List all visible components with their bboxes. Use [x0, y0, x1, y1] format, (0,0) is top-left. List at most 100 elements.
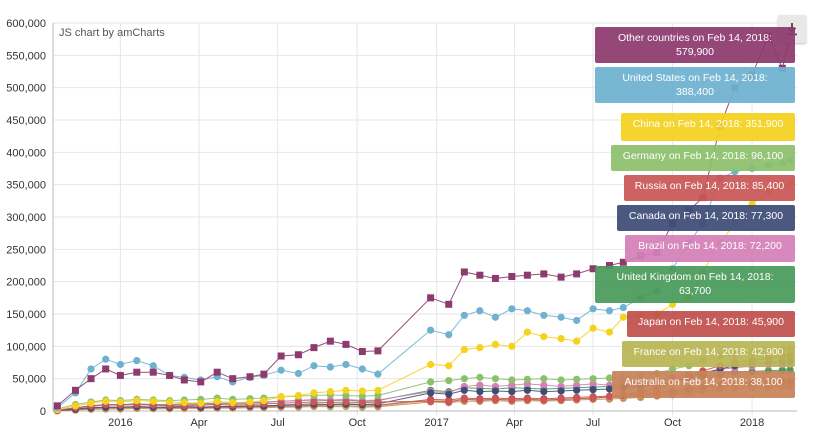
data-point-china[interactable] [427, 360, 435, 369]
data-point-canada[interactable] [557, 387, 565, 395]
data-point-china[interactable] [133, 397, 141, 405]
data-point-other-countries[interactable] [116, 371, 124, 379]
data-point-china[interactable] [260, 397, 268, 405]
data-point-russia[interactable] [557, 395, 565, 403]
data-point-other-countries[interactable] [460, 268, 468, 276]
data-point-other-countries[interactable] [149, 368, 157, 376]
data-point-canada[interactable] [445, 390, 453, 398]
data-point-other-countries[interactable] [310, 344, 318, 352]
data-point-other-countries[interactable] [342, 340, 350, 348]
data-point-united-states[interactable] [540, 311, 548, 319]
data-point-united-states[interactable] [491, 313, 500, 321]
data-point-china[interactable] [460, 345, 468, 354]
data-point-germany[interactable] [523, 375, 531, 383]
data-point-china[interactable] [294, 391, 303, 400]
data-point-canada[interactable] [573, 386, 581, 394]
data-point-canada[interactable] [523, 386, 531, 394]
data-point-russia[interactable] [540, 396, 548, 404]
data-point-russia[interactable] [460, 395, 468, 403]
data-point-china[interactable] [491, 340, 500, 348]
data-point-united-states[interactable] [589, 305, 597, 313]
data-point-germany[interactable] [557, 376, 565, 384]
data-point-other-countries[interactable] [557, 273, 565, 281]
data-point-china[interactable] [149, 397, 157, 405]
data-point-other-countries[interactable] [619, 258, 627, 266]
data-point-other-countries[interactable] [605, 262, 613, 269]
data-point-china[interactable] [213, 397, 221, 405]
data-point-other-countries[interactable] [589, 265, 597, 273]
data-point-germany[interactable] [427, 378, 435, 386]
data-point-germany[interactable] [342, 391, 350, 400]
data-point-united-states[interactable] [277, 366, 285, 374]
data-point-germany[interactable] [589, 375, 597, 383]
data-point-russia[interactable] [342, 398, 350, 406]
data-point-other-countries[interactable] [540, 270, 548, 278]
data-point-china[interactable] [277, 393, 285, 401]
data-point-china[interactable] [557, 334, 565, 343]
data-point-canada[interactable] [460, 386, 468, 394]
data-point-other-countries[interactable] [229, 375, 237, 383]
data-point-china[interactable] [180, 398, 188, 407]
data-point-germany[interactable] [491, 375, 500, 383]
data-point-other-countries[interactable] [197, 378, 205, 386]
data-point-canada[interactable] [427, 389, 435, 397]
chart-credit[interactable]: JS chart by amCharts [59, 27, 165, 39]
data-point-united-states[interactable] [342, 360, 350, 369]
data-point-russia[interactable] [294, 398, 303, 407]
data-point-china[interactable] [197, 399, 205, 407]
data-point-china[interactable] [523, 328, 531, 336]
data-point-canada[interactable] [476, 388, 484, 396]
data-point-germany[interactable] [573, 375, 581, 383]
data-point-germany[interactable] [374, 391, 382, 400]
data-point-other-countries[interactable] [427, 294, 435, 302]
data-point-russia[interactable] [310, 398, 318, 406]
data-point-united-states[interactable] [294, 369, 303, 378]
data-point-china[interactable] [342, 386, 350, 394]
data-point-china[interactable] [508, 342, 516, 350]
data-point-other-countries[interactable] [166, 371, 174, 379]
data-point-other-countries[interactable] [445, 300, 453, 308]
data-point-china[interactable] [166, 398, 174, 406]
data-point-china[interactable] [326, 388, 334, 396]
data-point-other-countries[interactable] [523, 271, 531, 279]
data-point-china[interactable] [229, 398, 237, 407]
data-point-united-states[interactable] [605, 307, 614, 315]
data-point-canada[interactable] [589, 386, 597, 394]
data-point-brazil[interactable] [476, 381, 484, 389]
data-point-other-countries[interactable] [213, 368, 221, 376]
data-point-canada[interactable] [605, 385, 614, 393]
data-point-other-countries[interactable] [508, 272, 516, 280]
data-point-other-countries[interactable] [133, 368, 141, 376]
data-point-canada[interactable] [491, 387, 500, 395]
data-point-brazil[interactable] [589, 380, 597, 388]
data-point-russia[interactable] [573, 395, 581, 403]
data-point-united-states[interactable] [310, 362, 318, 370]
data-point-brazil[interactable] [573, 381, 581, 389]
data-point-russia[interactable] [277, 399, 285, 407]
data-point-united-states[interactable] [508, 305, 516, 313]
data-point-united-states[interactable] [87, 365, 95, 373]
data-point-germany[interactable] [605, 374, 614, 382]
data-point-united-states[interactable] [149, 362, 157, 370]
data-point-united-states[interactable] [358, 365, 366, 373]
data-point-russia[interactable] [508, 396, 516, 404]
data-point-united-states[interactable] [460, 311, 468, 319]
data-point-china[interactable] [374, 386, 382, 394]
data-point-germany[interactable] [540, 375, 548, 383]
data-point-other-countries[interactable] [374, 347, 382, 355]
data-point-united-states[interactable] [374, 370, 382, 378]
data-point-other-countries[interactable] [358, 348, 366, 356]
data-point-china[interactable] [619, 313, 627, 321]
data-point-china[interactable] [589, 324, 597, 332]
data-point-china[interactable] [573, 337, 581, 345]
data-point-russia[interactable] [476, 396, 484, 404]
data-point-russia[interactable] [326, 398, 334, 407]
data-point-other-countries[interactable] [277, 352, 285, 360]
data-point-germany[interactable] [508, 376, 516, 384]
data-point-brazil[interactable] [540, 381, 548, 389]
data-point-russia[interactable] [491, 395, 500, 403]
data-point-other-countries[interactable] [53, 402, 61, 410]
data-point-russia[interactable] [523, 395, 531, 403]
data-point-other-countries[interactable] [180, 376, 188, 384]
data-point-canada[interactable] [540, 388, 548, 396]
